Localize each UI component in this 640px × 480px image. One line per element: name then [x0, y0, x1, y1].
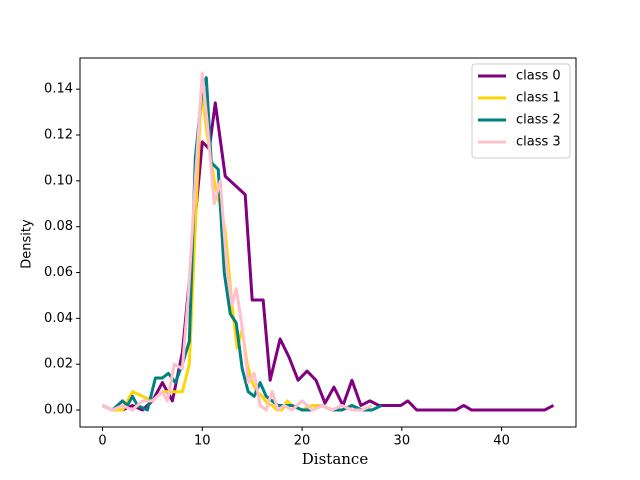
line [101, 76, 383, 412]
legend-label: class 3 [516, 135, 561, 150]
y-axis-label: Density [20, 219, 35, 269]
y-tick-label: 0.00 [44, 403, 73, 418]
legend-label: class 1 [516, 91, 561, 106]
line [101, 71, 373, 412]
y-tick-label: 0.02 [44, 357, 73, 372]
legend-box [471, 63, 571, 159]
x-tick-label: 0 [98, 434, 106, 449]
y-tick-label: 0.04 [44, 311, 73, 326]
y-tick-label: 0.06 [44, 265, 73, 280]
x-tick-label: 10 [194, 434, 211, 449]
x-tick-label: 20 [294, 434, 311, 449]
x-tick-label: 30 [394, 434, 411, 449]
line [101, 101, 555, 412]
x-axis-label: Distance [302, 450, 369, 468]
legend-label: class 2 [516, 113, 561, 128]
x-tick-label: 40 [493, 434, 510, 449]
plot-frame [79, 57, 577, 428]
legend-label: class 0 [516, 69, 561, 84]
y-tick-label: 0.14 [44, 82, 73, 97]
y-tick-label: 0.12 [44, 128, 73, 143]
y-tick-label: 0.08 [44, 219, 73, 234]
y-tick-label: 0.10 [44, 173, 73, 188]
line [101, 87, 372, 412]
